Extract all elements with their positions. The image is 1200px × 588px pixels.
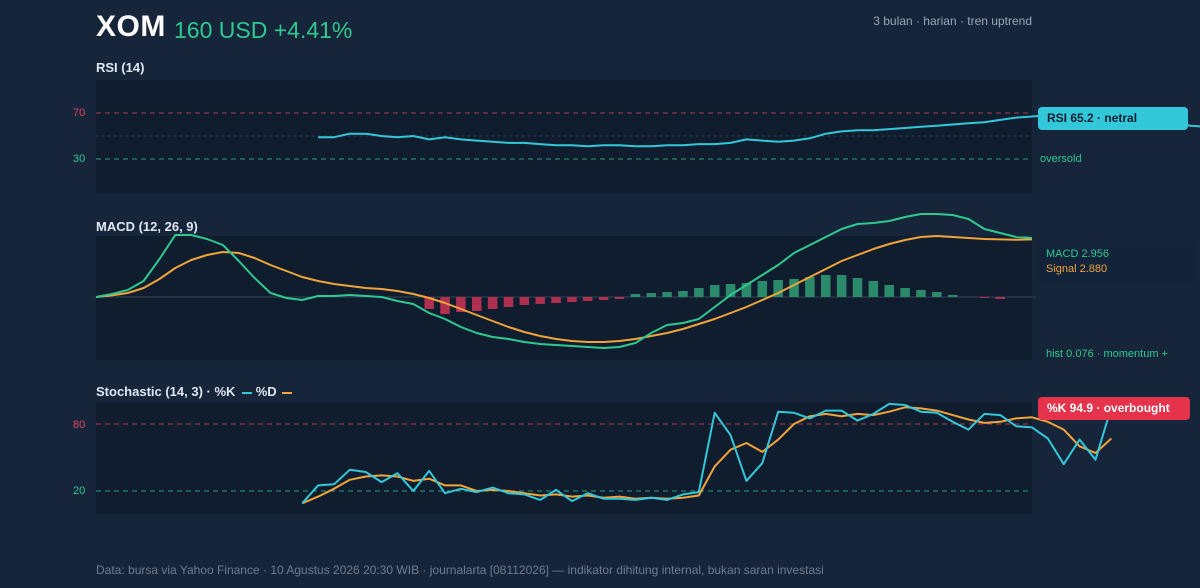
macd-hist-bar — [440, 297, 450, 314]
macd-hist-bar — [900, 288, 910, 297]
stoch-value-badge: %K 94.9 · overbought — [1038, 397, 1190, 420]
chart-meta: 3 bulan · harian · tren uptrend — [873, 14, 1032, 28]
macd-hist-note: hist 0.076 · momentum + — [1046, 348, 1168, 360]
macd-title: MACD (12, 26, 9) — [96, 219, 198, 234]
macd-hist-bar — [583, 297, 593, 301]
stoch-title: Stochastic (14, 3) · %K %D — [96, 384, 293, 399]
macd-hist-bar — [725, 284, 736, 297]
macd-hist-bar — [614, 297, 625, 299]
signal-value-label: Signal 2.880 — [1046, 263, 1108, 275]
stoch-tick-20: 20 — [73, 485, 86, 497]
signal-line — [95, 235, 1033, 343]
macd-hist-bar — [805, 277, 815, 297]
macd-hist-bar — [916, 290, 926, 297]
macd-hist-bar — [947, 295, 958, 297]
macd-value-label: MACD 2.956 — [1046, 248, 1109, 260]
rsi-value-badge: RSI 65.2 · netral — [1038, 107, 1188, 130]
macd-hist-bar — [630, 294, 641, 297]
macd-hist-bar — [773, 280, 783, 297]
macd-hist-bar — [535, 297, 545, 304]
stoch-d-legend-label: %D — [255, 384, 277, 399]
macd-values-box: MACD 2.956 Signal 2.880 — [1038, 243, 1194, 282]
price-change: 160 USD +4.41% — [174, 17, 353, 43]
macd-hist-bar — [868, 281, 879, 297]
macd-hist-bar — [694, 288, 704, 297]
macd-hist-bar — [551, 297, 561, 303]
macd-hist-bar — [852, 278, 863, 297]
footer-source: Data: bursa via Yahoo Finance · 10 Agust… — [96, 563, 824, 577]
macd-hist-bar — [503, 297, 514, 307]
macd-hist-bar — [884, 285, 894, 297]
macd-hist-bar — [662, 292, 672, 297]
macd-hist-bar — [789, 279, 799, 297]
macd-hist-bar — [646, 293, 657, 297]
stoch-d-legend-swatch — [282, 391, 293, 394]
ticker-symbol: XOM — [96, 10, 166, 43]
macd-hist-bar — [456, 297, 466, 312]
rsi-oversold-note: oversold — [1040, 153, 1082, 165]
macd-hist-bar — [567, 297, 577, 302]
macd-hist-bar — [836, 275, 847, 297]
macd-hist-bar — [979, 297, 990, 298]
macd-hist-bar — [995, 297, 1006, 299]
macd-hist-bar — [709, 285, 720, 297]
rsi-tick-70: 70 — [73, 107, 86, 119]
macd-hist-bar — [932, 292, 942, 297]
macd-hist-bar — [678, 291, 688, 297]
macd-hist-bar — [424, 297, 434, 309]
rsi-title: RSI (14) — [96, 60, 145, 75]
macd-hist-bar — [821, 275, 831, 297]
stoch-tick-80: 80 — [73, 419, 86, 431]
stoch-k-line — [301, 402, 1113, 504]
macd-hist-bar — [598, 297, 609, 300]
stoch-k-legend-swatch — [242, 391, 253, 394]
macd-hist-bar — [741, 283, 752, 297]
macd-line — [95, 213, 1033, 349]
stoch-title-prefix: Stochastic (14, 3) · %K — [96, 384, 236, 399]
macd-hist-bar — [519, 297, 530, 305]
rsi-tick-30: 30 — [73, 153, 86, 165]
macd-hist-bar — [487, 297, 498, 309]
macd-hist-bar — [471, 297, 482, 311]
macd-hist-bar — [757, 281, 768, 297]
